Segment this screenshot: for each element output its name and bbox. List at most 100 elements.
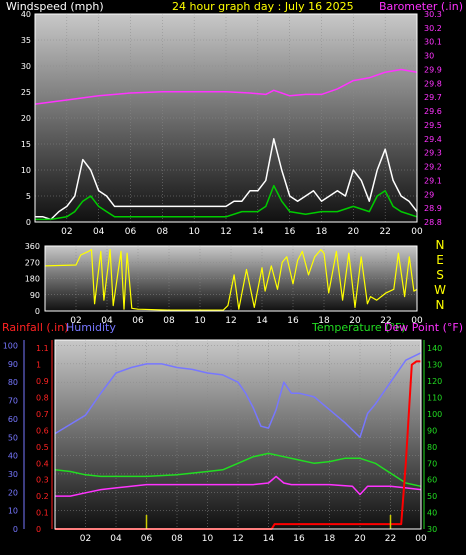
temperature-tick-label: 60 — [427, 476, 437, 485]
wind-plot-frame — [34, 13, 418, 223]
x-tick-label: 14 — [263, 534, 275, 544]
rainfall-tick-label: 0.8 — [36, 394, 49, 403]
humidity-tick-label: 80 — [8, 378, 18, 387]
x-tick-label: 02 — [70, 316, 81, 326]
climate-plot-area — [55, 340, 421, 529]
x-tick-label: 22 — [379, 227, 390, 237]
wind-gust-line — [35, 138, 418, 221]
rainfall-tick-label: 1 — [36, 361, 41, 370]
compass-letter-icon: W — [434, 283, 446, 297]
barometer-tick-label: 30.1 — [424, 38, 442, 47]
wind-tick-label: 20 — [21, 114, 31, 123]
x-tick-label: 12 — [220, 227, 231, 237]
wind-tick-label: 30 — [21, 62, 31, 71]
x-tick-label: 00 — [415, 534, 427, 544]
x-tick-label: 00 — [411, 316, 423, 326]
humidity-tick-label: 90 — [8, 360, 18, 369]
x-tick-label: 08 — [163, 316, 175, 326]
compass-letter-icon: N — [436, 298, 445, 312]
x-tick-label: 10 — [202, 534, 214, 544]
barometer-tick-label: 30.3 — [424, 10, 442, 19]
direction-plot-frame — [44, 245, 418, 312]
x-tick-label: 04 — [101, 316, 113, 326]
temperature-tick-label: 120 — [427, 377, 442, 386]
x-tick-label: 20 — [348, 227, 360, 237]
barometer-tick-label: 29.6 — [424, 107, 442, 116]
x-tick-label: 02 — [80, 534, 91, 544]
humidity-tick-label: 30 — [8, 470, 18, 479]
direction-tick-label: 90 — [30, 291, 40, 300]
x-tick-label: 22 — [380, 316, 391, 326]
compass-letter-icon: S — [436, 268, 444, 282]
x-tick-label: 14 — [256, 316, 268, 326]
barometer-tick-label: 29.1 — [424, 176, 442, 185]
temperature-tick-label: 70 — [427, 459, 437, 468]
barometer-tick-label: 28.8 — [424, 218, 442, 227]
barometer-line — [34, 68, 418, 105]
rainfall-tick-label: 0.2 — [36, 492, 49, 501]
barometer-tick-label: 29 — [424, 190, 434, 199]
rainfall-tick-label: 0.7 — [36, 410, 49, 419]
barometer-tick-label: 29.3 — [424, 149, 442, 158]
wind-direction-line — [44, 249, 418, 311]
compass-letter-icon: N — [436, 238, 445, 252]
wind-tick-label: 35 — [21, 36, 31, 45]
temperature-line — [54, 452, 422, 488]
wind-tick-label: 10 — [21, 166, 31, 175]
x-tick-label: 06 — [125, 227, 137, 237]
x-tick-label: 10 — [188, 227, 200, 237]
barometer-tick-label: 29.4 — [424, 135, 442, 144]
barometer-tick-label: 28.9 — [424, 204, 442, 213]
rainfall-line — [55, 360, 421, 530]
chart-title: 24 hour graph day : July 16 2025 — [172, 0, 354, 13]
rainfall-axis-label: Rainfall (.in) — [2, 321, 69, 334]
x-tick-label: 04 — [110, 534, 122, 544]
x-tick-label: 12 — [225, 316, 236, 326]
x-tick-label: 18 — [324, 534, 336, 544]
rainfall-tick-label: 0.5 — [36, 443, 49, 452]
rainfall-tick-label: 0.4 — [36, 459, 49, 468]
humidity-tick-label: 0 — [13, 525, 18, 534]
x-tick-label: 16 — [284, 227, 296, 237]
barometer-tick-label: 30 — [424, 52, 434, 61]
rainfall-tick-label: 0.1 — [36, 509, 49, 518]
temperature-tick-label: 110 — [427, 394, 442, 403]
x-tick-label: 18 — [316, 227, 328, 237]
x-tick-label: 12 — [232, 534, 243, 544]
wind-tick-label: 15 — [21, 140, 31, 149]
dewpoint-line — [55, 475, 422, 497]
x-tick-label: 18 — [318, 316, 330, 326]
rainfall-tick-label: 0 — [36, 525, 41, 534]
x-tick-label: 16 — [287, 316, 299, 326]
x-tick-label: 02 — [61, 227, 72, 237]
temperature-tick-label: 100 — [427, 410, 442, 419]
direction-tick-label: 180 — [25, 275, 40, 284]
barometer-axis-label: Barometer (.in) — [379, 0, 463, 13]
wind-barometer-panel: 02 04 06 08 10 12 14 16 18 20 22 000510152025303540… — [6, 0, 463, 237]
x-tick-label: 00 — [411, 227, 423, 237]
humidity-tick-label: 20 — [8, 488, 18, 497]
direction-tick-label: 360 — [25, 242, 40, 251]
dewpoint-axis-label: Dew Point (°F) — [384, 321, 463, 334]
climate-plot-frame — [54, 339, 422, 530]
temperature-tick-label: 80 — [427, 443, 437, 452]
temperature-tick-label: 140 — [427, 344, 442, 353]
x-tick-label: 22 — [385, 534, 396, 544]
x-tick-label: 06 — [132, 316, 144, 326]
barometer-tick-label: 29.2 — [424, 163, 442, 172]
x-tick-label: 06 — [141, 534, 153, 544]
temperature-tick-label: 40 — [427, 509, 437, 518]
rainfall-tick-label: 0.9 — [36, 377, 49, 386]
direction-tick-label: 270 — [25, 258, 40, 267]
temperature-axis-label: Temperature (°F) — [311, 321, 406, 334]
humidity-tick-label: 40 — [8, 452, 18, 461]
wind-average-line — [35, 184, 418, 221]
wind-tick-label: 40 — [21, 10, 31, 19]
temperature-tick-label: 50 — [427, 492, 437, 501]
barometer-tick-label: 29.9 — [424, 65, 442, 74]
humidity-line — [54, 352, 422, 439]
temperature-tick-label: 90 — [427, 426, 437, 435]
rainfall-tick-label: 0.3 — [36, 476, 49, 485]
